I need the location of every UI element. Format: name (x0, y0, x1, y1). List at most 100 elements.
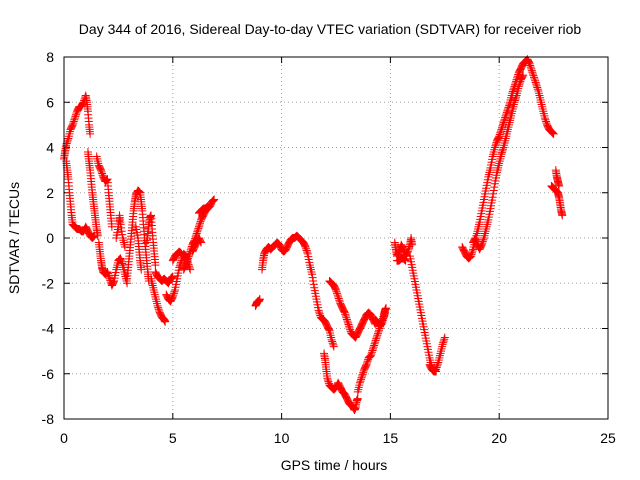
data-point (498, 146, 507, 155)
data-points (60, 55, 567, 414)
data-point (175, 248, 184, 257)
data-point (182, 257, 191, 266)
x-tick-label: 15 (383, 430, 399, 446)
data-point (363, 357, 372, 366)
data-point (404, 245, 413, 254)
data-point (370, 341, 379, 350)
data-point (532, 80, 541, 89)
data-point (440, 333, 449, 342)
data-point (374, 327, 383, 336)
data-point (71, 112, 80, 121)
data-point (355, 378, 364, 387)
data-point (515, 79, 524, 88)
data-point (333, 289, 342, 298)
y-tick-label: -4 (42, 321, 55, 337)
data-point (400, 255, 409, 264)
data-point (70, 115, 79, 124)
data-point (510, 98, 519, 107)
y-tick-label: -8 (42, 411, 55, 427)
data-point (489, 186, 498, 195)
data-point (549, 129, 558, 138)
data-point (308, 273, 317, 282)
data-point (478, 237, 487, 246)
data-point (514, 82, 523, 91)
data-point (342, 315, 351, 324)
data-point (329, 340, 338, 349)
data-point (432, 367, 441, 376)
plot-frame (63, 56, 609, 420)
data-point (167, 274, 176, 283)
data-point (153, 301, 162, 310)
data-point (528, 69, 537, 78)
data-point (96, 166, 105, 175)
data-point (344, 320, 353, 329)
data-point (370, 339, 379, 348)
data-point (471, 235, 480, 244)
x-tick-label: 5 (169, 430, 177, 446)
data-point (301, 243, 310, 252)
data-point (101, 176, 110, 185)
data-point (183, 256, 192, 265)
data-point (471, 234, 480, 242)
data-point (401, 256, 410, 265)
data-point (438, 340, 447, 349)
data-point (500, 115, 509, 124)
y-tick-label: 4 (46, 140, 54, 156)
data-point (315, 309, 324, 318)
data-point (497, 150, 506, 159)
data-point (193, 226, 202, 235)
data-point (116, 220, 125, 229)
data-point (69, 117, 78, 126)
data-point (333, 291, 342, 300)
data-point (372, 334, 381, 343)
data-point (120, 243, 129, 252)
data-point (353, 394, 362, 403)
data-point (408, 240, 417, 249)
x-tick-labels: 0 5 10 15 20 25 (60, 430, 616, 446)
data-point (202, 203, 211, 212)
data-point (332, 287, 341, 296)
data-point (168, 292, 177, 301)
y-tick-label: 0 (46, 230, 54, 246)
chart-title: Day 344 of 2016, Sidereal Day-to-day VTE… (79, 21, 582, 37)
data-point (69, 119, 78, 128)
data-point (468, 247, 477, 256)
data-point (175, 261, 184, 270)
data-point (341, 312, 350, 321)
data-point (499, 145, 508, 154)
data-point (439, 338, 448, 347)
data-point (496, 128, 505, 137)
data-point (197, 238, 206, 247)
data-point (377, 319, 386, 328)
data-point (558, 211, 567, 220)
data-point (515, 80, 524, 89)
data-point (184, 254, 193, 263)
data-point (530, 75, 539, 84)
data-point (502, 110, 511, 119)
grid (64, 57, 608, 419)
data-point (109, 278, 118, 287)
data-point (498, 122, 507, 131)
data-point (86, 129, 95, 138)
data-point (433, 360, 442, 369)
data-point (519, 71, 528, 80)
data-point (309, 280, 318, 289)
data-point (63, 136, 72, 145)
data-point (97, 167, 106, 176)
data-point (380, 308, 389, 317)
data-point (479, 235, 488, 244)
data-point (403, 247, 412, 256)
data-point (195, 220, 204, 229)
data-point (161, 317, 170, 326)
data-point (209, 196, 218, 205)
data-point (327, 335, 336, 344)
data-point (134, 187, 143, 196)
data-point (103, 267, 112, 276)
data-point (345, 323, 354, 332)
data-point (346, 325, 355, 334)
data-point (93, 231, 102, 240)
data-point (395, 247, 404, 256)
